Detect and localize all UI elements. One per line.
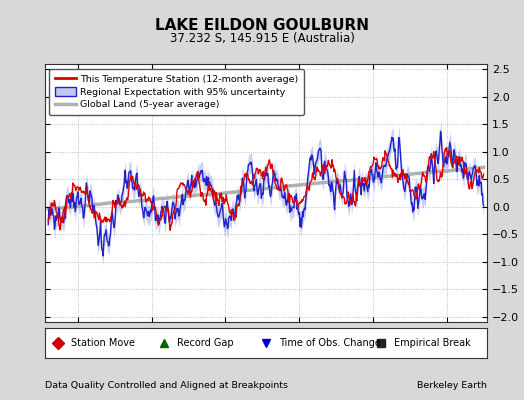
- Text: Time of Obs. Change: Time of Obs. Change: [279, 338, 381, 348]
- Text: 37.232 S, 145.915 E (Australia): 37.232 S, 145.915 E (Australia): [170, 32, 354, 45]
- Text: LAKE EILDON GOULBURN: LAKE EILDON GOULBURN: [155, 18, 369, 33]
- Text: Record Gap: Record Gap: [177, 338, 234, 348]
- Y-axis label: Temperature Anomaly (°C): Temperature Anomaly (°C): [523, 124, 524, 262]
- Text: Station Move: Station Move: [71, 338, 135, 348]
- Text: Empirical Break: Empirical Break: [395, 338, 471, 348]
- Text: Data Quality Controlled and Aligned at Breakpoints: Data Quality Controlled and Aligned at B…: [45, 381, 288, 390]
- Legend: This Temperature Station (12-month average), Regional Expectation with 95% uncer: This Temperature Station (12-month avera…: [49, 69, 304, 115]
- Text: Berkeley Earth: Berkeley Earth: [418, 381, 487, 390]
